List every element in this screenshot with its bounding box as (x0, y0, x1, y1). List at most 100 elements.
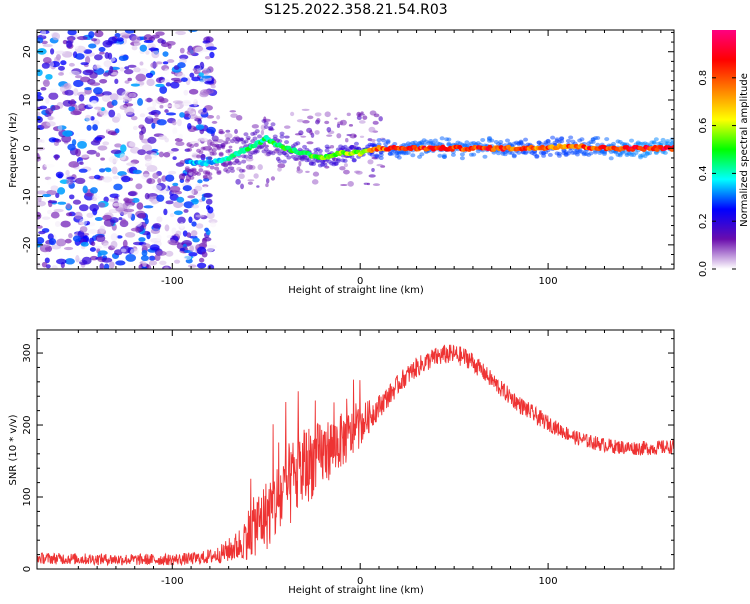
noise-cell (45, 73, 53, 80)
noise-cell (172, 132, 179, 138)
noise-cell (296, 169, 303, 174)
noise-cell (182, 230, 188, 237)
noise-cell (177, 216, 186, 224)
snr-xtick-label: -100 (161, 576, 184, 587)
signal-halo (243, 132, 249, 137)
snr-frame (36, 329, 675, 570)
noise-cell (42, 57, 52, 64)
noise-cell (138, 213, 146, 219)
noise-cell (54, 139, 62, 143)
signal-halo (279, 134, 285, 139)
noise-cell (176, 118, 182, 127)
signal-halo (669, 141, 674, 146)
noise-cell (309, 129, 313, 135)
noise-cell (110, 149, 122, 154)
noise-cell (346, 112, 351, 117)
noise-cell (200, 75, 212, 79)
signal-halo (335, 159, 341, 164)
noise-cell (89, 203, 100, 212)
signal-halo (275, 147, 281, 152)
noise-cell (339, 120, 343, 126)
signal-halo (241, 159, 247, 164)
signal-halo (390, 151, 396, 156)
noise-cell (150, 152, 158, 159)
noise-cell (112, 175, 120, 180)
noise-cell (97, 145, 108, 151)
noise-cell (135, 221, 142, 227)
noise-cell (284, 135, 290, 139)
noise-cell (99, 225, 106, 234)
noise-cell (127, 210, 133, 219)
noise-cell (51, 32, 61, 41)
signal-halo (405, 150, 411, 155)
noise-cell (94, 54, 103, 61)
noise-cell (63, 246, 74, 251)
noise-cell (69, 99, 76, 107)
signal-halo (439, 136, 445, 141)
noise-cell (191, 98, 197, 103)
noise-cell (124, 30, 136, 34)
signal-halo (450, 152, 456, 157)
signal-halo (225, 169, 231, 174)
signal-halo (207, 175, 213, 180)
noise-cell (354, 170, 361, 174)
noise-cell (362, 115, 368, 120)
noise-cell (89, 187, 98, 194)
signal-halo (568, 135, 574, 140)
noise-cell (69, 225, 77, 230)
noise-cell (111, 43, 121, 47)
signal-halo (356, 146, 362, 151)
snr-ytick-label: 0 (22, 566, 33, 572)
signal-halo (376, 138, 382, 143)
colorbar-gradient (712, 30, 736, 269)
noise-cell (209, 51, 215, 59)
signal-halo (595, 142, 601, 147)
noise-cell (203, 89, 214, 94)
noise-cell (180, 77, 188, 82)
noise-cell (111, 166, 118, 175)
noise-cell (302, 120, 310, 124)
noise-cell (132, 169, 142, 174)
noise-cell (50, 211, 60, 219)
snr-marks (37, 344, 674, 567)
noise-cell (218, 128, 224, 134)
noise-cell (156, 119, 167, 126)
signal-halo (333, 161, 339, 166)
noise-cell (172, 33, 179, 38)
signal-halo (207, 156, 213, 161)
noise-cell (149, 244, 160, 251)
noise-cell (368, 174, 376, 178)
spectrogram-ytick-label: 10 (22, 94, 33, 107)
noise-cell (314, 130, 320, 135)
noise-cell (296, 119, 304, 123)
noise-cell (143, 34, 153, 42)
signal-halo (270, 122, 276, 127)
signal-halo (259, 144, 265, 149)
signal-halo (196, 171, 202, 176)
noise-cell (270, 176, 276, 181)
signal-halo (629, 138, 635, 143)
noise-cell (58, 72, 64, 76)
noise-cell (131, 45, 138, 51)
noise-cell (102, 214, 112, 221)
noise-cell (251, 124, 259, 129)
noise-cell (205, 198, 213, 205)
noise-cell (265, 178, 270, 184)
signal-halo (284, 140, 290, 145)
noise-cell (99, 78, 108, 84)
noise-cell (42, 44, 53, 48)
noise-cell (210, 84, 216, 89)
noise-cell (103, 72, 110, 77)
noise-cell (116, 37, 124, 42)
noise-cell (177, 62, 186, 69)
noise-cell (199, 33, 207, 39)
noise-cell (164, 68, 169, 75)
signal-halo (559, 139, 565, 144)
noise-cell (200, 136, 208, 142)
noise-cell (99, 51, 105, 55)
signal-halo (200, 146, 206, 151)
noise-cell (205, 46, 217, 51)
noise-cell (145, 97, 154, 103)
noise-cell (121, 175, 131, 183)
noise-cell (85, 56, 91, 65)
